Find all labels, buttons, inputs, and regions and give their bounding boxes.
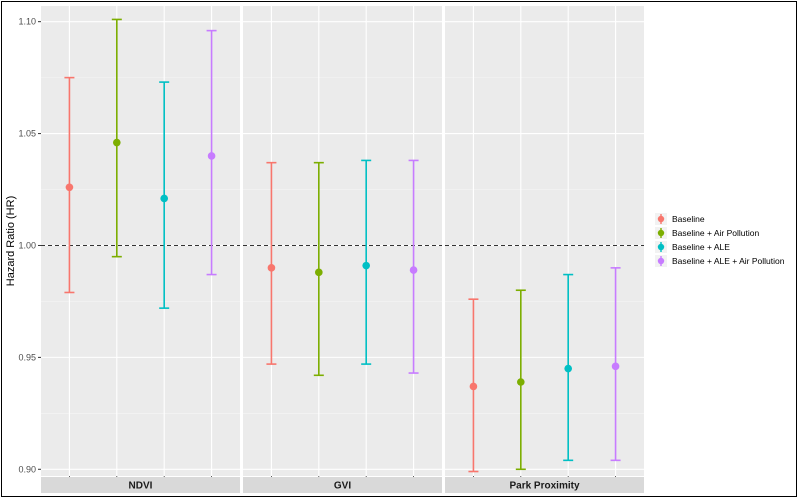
legend-key-point [657,243,665,251]
y-tick-label: 0.90 [18,464,36,474]
panel-strip [41,477,240,493]
y-axis-title: Hazard Ratio (HR) [5,196,17,286]
y-tick-label: 1.10 [18,17,36,27]
point-estimate [65,183,74,192]
point-estimate [113,138,121,147]
panel-background [41,6,240,476]
panel-strip-label: GVI [334,481,351,492]
point-estimate [517,378,525,386]
legend-key-point [657,229,665,237]
point-estimate [409,266,418,274]
point-estimate [469,382,478,391]
point-estimate [315,268,323,277]
legend-key-point [657,257,665,265]
point-estimate [362,261,370,270]
panel-strip [243,477,442,493]
point-estimate [160,194,168,203]
point-estimate [564,364,572,373]
point-estimate [611,362,620,371]
legend-key-point [657,215,665,223]
point-estimate [267,264,276,272]
panel-strip-label: NDVI [129,481,153,492]
y-tick-label: 0.95 [18,352,36,362]
panel-strip [445,477,644,493]
y-tick-label: 1.00 [18,240,36,250]
panel-strip-label: Park Proximity [509,481,579,492]
legend-label: Baseline + Air Pollution [672,228,759,238]
legend-label: Baseline + ALE + Air Pollution [672,256,785,266]
legend-label: Baseline + ALE [672,242,730,252]
legend-label: Baseline [672,214,705,224]
panel-background [243,6,442,476]
point-estimate [207,152,216,160]
panel-background [445,6,644,476]
y-tick-label: 1.05 [18,129,36,139]
